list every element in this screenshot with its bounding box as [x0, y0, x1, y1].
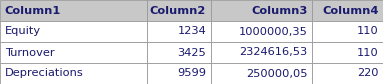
- Bar: [211, 63, 312, 84]
- Bar: [0, 0, 147, 21]
- Text: 250000,05: 250000,05: [246, 68, 308, 79]
- Text: 3425: 3425: [177, 47, 206, 58]
- Bar: [147, 63, 211, 84]
- Bar: [211, 0, 312, 21]
- Bar: [147, 0, 211, 21]
- Text: Column3: Column3: [251, 5, 308, 16]
- Text: Turnover: Turnover: [5, 47, 54, 58]
- Bar: [147, 21, 211, 42]
- Text: Column2: Column2: [150, 5, 206, 16]
- Bar: [0, 63, 147, 84]
- Bar: [211, 42, 312, 63]
- Text: Column1: Column1: [5, 5, 61, 16]
- Text: 2324616,53: 2324616,53: [239, 47, 308, 58]
- Bar: [312, 42, 383, 63]
- Bar: [0, 21, 147, 42]
- Bar: [312, 0, 383, 21]
- Text: 1000000,35: 1000000,35: [239, 26, 308, 37]
- Text: 1234: 1234: [177, 26, 206, 37]
- Text: 110: 110: [357, 47, 378, 58]
- Text: Column4: Column4: [322, 5, 378, 16]
- Text: 220: 220: [357, 68, 378, 79]
- Bar: [147, 42, 211, 63]
- Text: Depreciations: Depreciations: [5, 68, 83, 79]
- Bar: [312, 63, 383, 84]
- Bar: [0, 42, 147, 63]
- Text: 9599: 9599: [177, 68, 206, 79]
- Text: 110: 110: [357, 26, 378, 37]
- Bar: [312, 21, 383, 42]
- Text: Equity: Equity: [5, 26, 41, 37]
- Bar: [211, 21, 312, 42]
